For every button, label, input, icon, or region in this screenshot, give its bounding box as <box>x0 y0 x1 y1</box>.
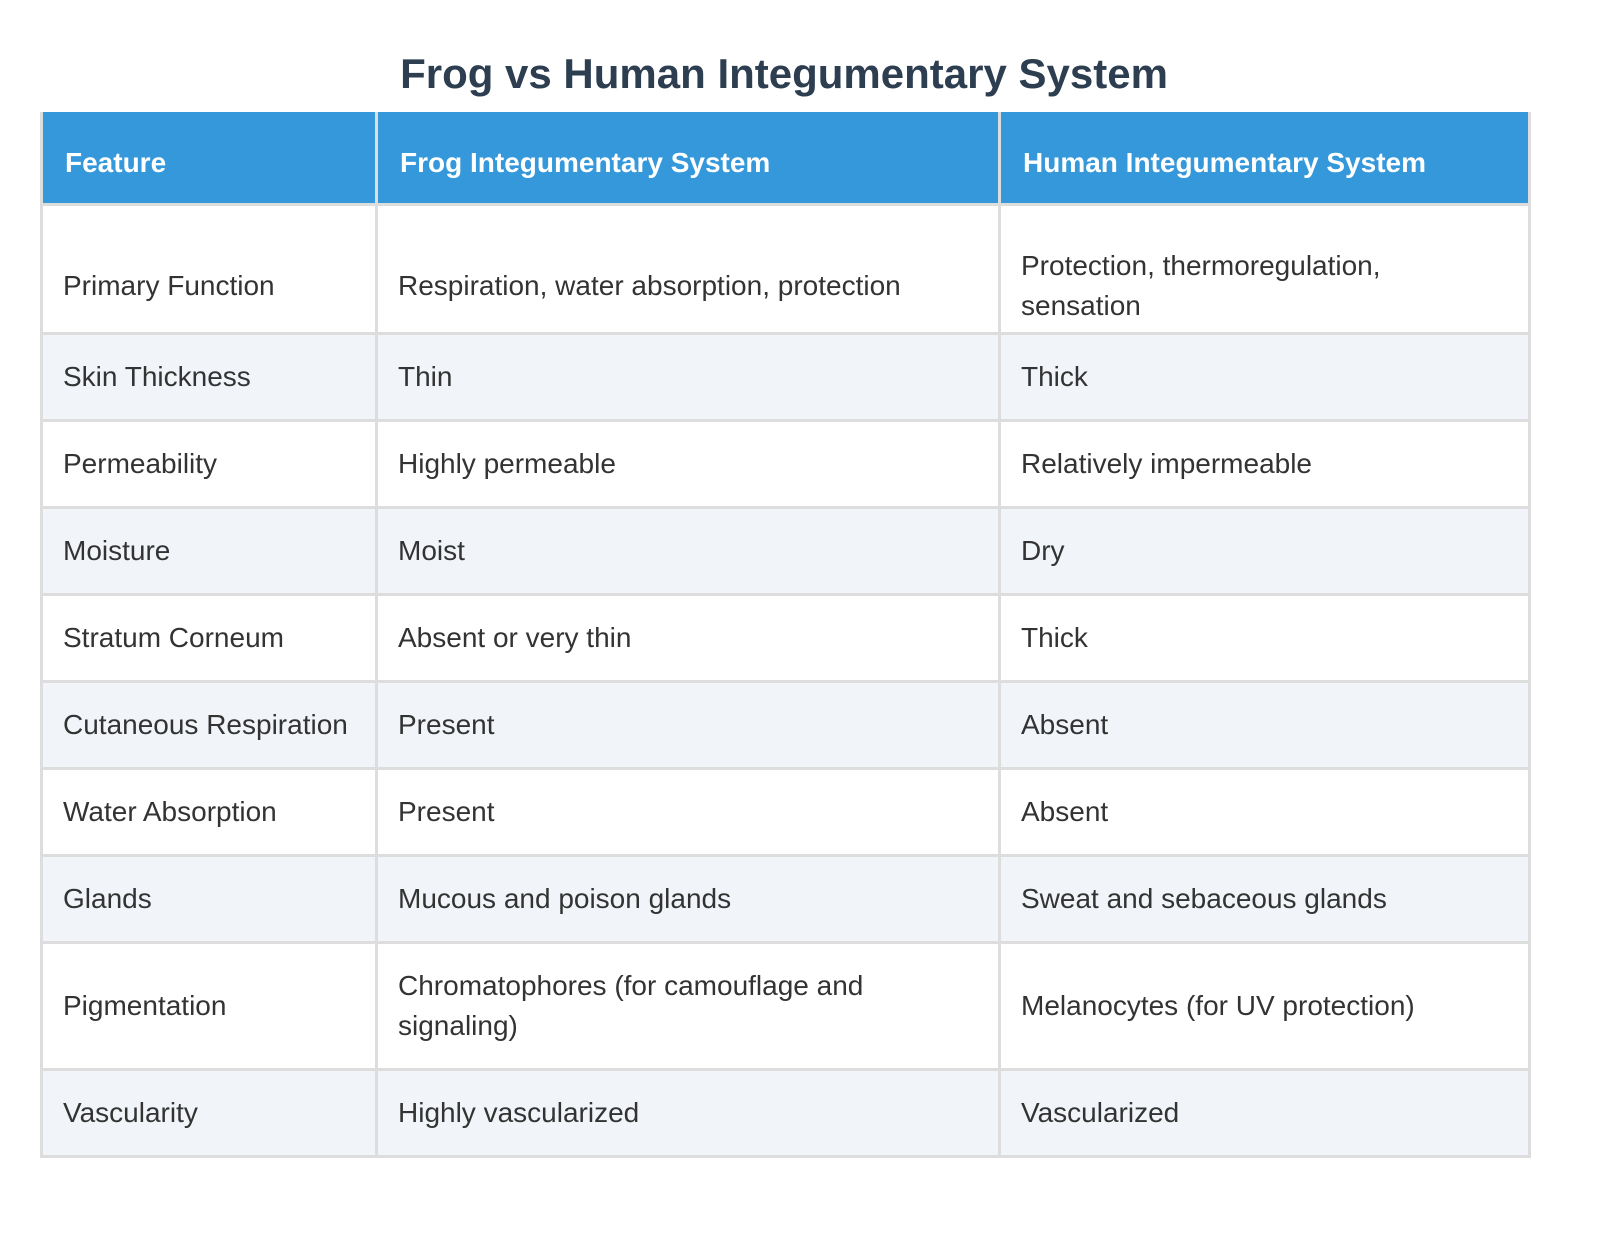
table-cell: Water Absorption <box>40 766 378 857</box>
table-cell: Relatively impermeable <box>998 418 1531 509</box>
table-cell: Absent or very thin <box>375 592 1001 683</box>
table-cell: Melanocytes (for UV protection) <box>998 940 1531 1071</box>
table-row: Vascularity Highly vascularized Vasculariz… <box>40 1067 1531 1158</box>
table-cell: Vascularized <box>998 1067 1531 1158</box>
table-row: Pigmentation Chromatophores (for camoufla… <box>40 940 1531 1071</box>
table-cell: Thick <box>998 331 1531 422</box>
table-cell: Permeability <box>40 418 378 509</box>
table-cell: Present <box>375 766 1001 857</box>
column-header: Human Integumentary System <box>998 112 1531 204</box>
table-cell: Cutaneous Respiration <box>40 679 378 770</box>
table-cell: Respiration, water absorption, protectio… <box>375 202 1001 335</box>
table-row: Glands Mucous and poison glands Sweat and … <box>40 853 1531 944</box>
table-cell: Sweat and sebaceous glands <box>998 853 1531 944</box>
header-row: Feature Frog Integumentary System Human In… <box>40 112 1531 204</box>
table-row: Stratum Corneum Absent or very thin Thick <box>40 592 1531 683</box>
column-header: Feature <box>40 112 378 204</box>
comparison-table: Feature Frog Integumentary System Human In… <box>40 112 1531 1158</box>
table-cell: Pigmentation <box>40 940 378 1071</box>
table-cell: Moist <box>375 505 1001 596</box>
table-cell: Absent <box>998 766 1531 857</box>
table-cell: Protection, thermoregulation, sensation <box>998 202 1531 335</box>
table-header: Feature Frog Integumentary System Human In… <box>40 112 1531 204</box>
table-row: Water Absorption Present Absent <box>40 766 1531 857</box>
table-cell: Stratum Corneum <box>40 592 378 683</box>
table-cell: Glands <box>40 853 378 944</box>
table-cell: Thick <box>998 592 1531 683</box>
table-row: Cutaneous Respiration Present Absent <box>40 679 1531 770</box>
table-cell: Thin <box>375 331 1001 422</box>
table-row: Moisture Moist Dry <box>40 505 1531 596</box>
table-cell: Highly permeable <box>375 418 1001 509</box>
table-cell: Present <box>375 679 1001 770</box>
table-cell: Dry <box>998 505 1531 596</box>
table-cell: Highly vascularized <box>375 1067 1001 1158</box>
table-cell: Chromatophores (for camouflage and signa… <box>375 940 1001 1071</box>
table-cell: Absent <box>998 679 1531 770</box>
table-cell: Mucous and poison glands <box>375 853 1001 944</box>
table-cell: Skin Thickness <box>40 331 378 422</box>
table-row: Skin Thickness Thin Thick <box>40 331 1531 422</box>
table-cell: Moisture <box>40 505 378 596</box>
table-cell: Primary Function <box>40 202 378 335</box>
column-header: Frog Integumentary System <box>375 112 1001 204</box>
title: Frog vs Human Integumentary System <box>400 50 1168 97</box>
table-body: Primary Function Respiration, water absor… <box>40 202 1531 1158</box>
table-row: Primary Function Respiration, water absor… <box>40 202 1531 335</box>
table-row: Permeability Highly permeable Relatively i… <box>40 418 1531 509</box>
table-cell: Vascularity <box>40 1067 378 1158</box>
